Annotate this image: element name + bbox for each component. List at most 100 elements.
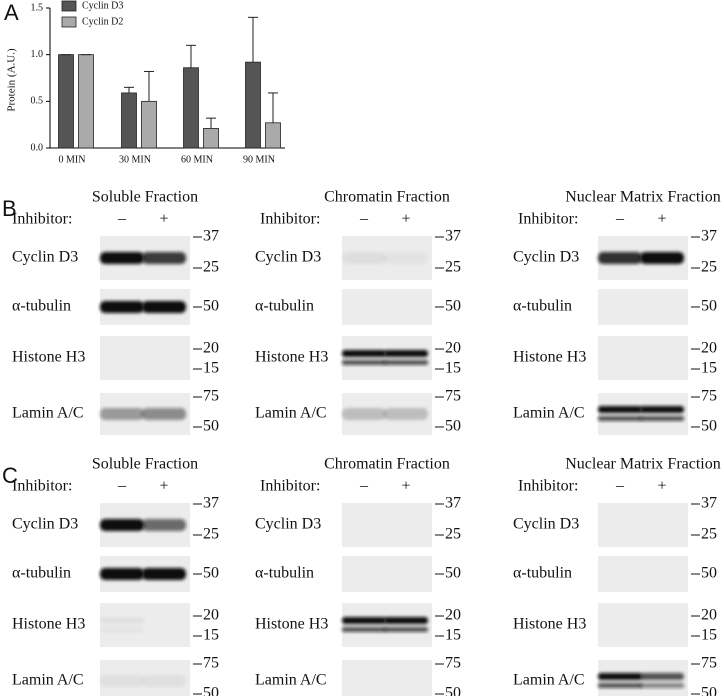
blot: [598, 289, 688, 325]
band: [598, 673, 642, 680]
marker-label: 50: [445, 298, 461, 315]
marker-label: 75: [701, 388, 717, 405]
x-tick-label: 0 MIN: [59, 154, 86, 165]
blot: [342, 603, 432, 647]
lane-label: –: [359, 211, 369, 228]
y-tick-label: 0.5: [31, 96, 44, 107]
row-label: Histone H3: [12, 616, 85, 633]
row-label: Histone H3: [255, 616, 328, 633]
marker-label: 25: [203, 259, 219, 276]
marker-label: 15: [203, 360, 219, 377]
blot-background: [598, 336, 688, 380]
band: [640, 416, 684, 421]
lane-label: +: [159, 478, 168, 495]
marker-label: 50: [701, 685, 717, 696]
legend-label: Cyclin D2: [82, 16, 123, 27]
inhibitor-label: Inhibitor:: [518, 478, 578, 495]
band: [142, 675, 186, 687]
y-tick-label: 0.0: [31, 142, 44, 153]
fraction-title: Soluble Fraction: [92, 456, 198, 473]
marker-label: 50: [203, 565, 219, 582]
blot-background: [598, 503, 688, 547]
inhibitor-label: Inhibitor:: [518, 211, 578, 228]
blot: [100, 336, 190, 380]
blot-background: [342, 336, 432, 380]
blot-background: [598, 289, 688, 325]
marker-label: 50: [701, 418, 717, 435]
blot: [342, 236, 432, 280]
marker-label: 20: [203, 607, 219, 624]
panel-letter: B: [2, 196, 17, 221]
blot: [342, 556, 432, 592]
blot: [100, 236, 190, 280]
blot-background: [342, 289, 432, 325]
fraction-title: Nuclear Matrix Fraction: [565, 456, 721, 473]
band: [342, 408, 386, 420]
row-label: Histone H3: [513, 349, 586, 366]
bar: [265, 122, 281, 149]
y-tick-label: 1.5: [31, 2, 44, 13]
inhibitor-label: Inhibitor:: [260, 211, 320, 228]
fraction-title: Chromatin Fraction: [324, 456, 450, 473]
lane-label: –: [117, 478, 127, 495]
lane-label: +: [401, 211, 410, 228]
marker-label: 50: [445, 685, 461, 696]
legend-swatch: [61, 16, 77, 28]
marker-label: 20: [701, 607, 717, 624]
marker-label: 75: [203, 655, 219, 672]
marker-label: 50: [445, 565, 461, 582]
row-label: α-tubulin: [513, 298, 572, 315]
band: [640, 406, 684, 413]
blot-background: [342, 503, 432, 547]
bar: [58, 54, 74, 149]
inhibitor-label: Inhibitor:: [12, 478, 72, 495]
band: [598, 683, 642, 688]
x-tick-label: 90 MIN: [243, 154, 275, 165]
band: [100, 568, 144, 580]
row-label: α-tubulin: [255, 298, 314, 315]
marker-label: 37: [701, 228, 717, 245]
band: [142, 252, 186, 264]
band: [342, 360, 386, 365]
band: [342, 252, 386, 264]
lane-label: –: [615, 211, 625, 228]
band: [384, 408, 428, 420]
band: [384, 252, 428, 264]
row-label: α-tubulin: [513, 565, 572, 582]
marker-label: 50: [701, 298, 717, 315]
row-label: Cyclin D3: [12, 249, 78, 266]
row-label: Cyclin D3: [513, 249, 579, 266]
blot-background: [598, 393, 688, 435]
blot-background: [598, 603, 688, 647]
band: [142, 408, 186, 420]
row-label: Lamin A/C: [255, 672, 327, 689]
marker-label: 20: [445, 607, 461, 624]
lane-label: +: [657, 478, 666, 495]
marker-label: 50: [203, 685, 219, 696]
marker-label: 20: [701, 340, 717, 357]
blot: [598, 603, 688, 647]
row-label: α-tubulin: [255, 565, 314, 582]
marker-label: 75: [203, 388, 219, 405]
band: [384, 350, 428, 357]
blot-background: [342, 603, 432, 647]
band: [384, 617, 428, 624]
marker-label: 75: [701, 655, 717, 672]
row-label: Cyclin D3: [513, 516, 579, 533]
blot: [598, 660, 688, 696]
lane-label: +: [159, 211, 168, 228]
marker-label: 50: [445, 418, 461, 435]
legend-swatch: [61, 0, 77, 12]
row-label: Histone H3: [513, 616, 586, 633]
marker-label: 15: [445, 360, 461, 377]
lane-label: –: [615, 478, 625, 495]
blot: [100, 660, 190, 696]
blot-background: [100, 603, 190, 647]
marker-label: 25: [701, 526, 717, 543]
row-label: α-tubulin: [12, 298, 71, 315]
bar: [141, 100, 157, 149]
bar: [78, 54, 94, 149]
marker-label: 37: [203, 495, 219, 512]
blot: [342, 393, 432, 435]
